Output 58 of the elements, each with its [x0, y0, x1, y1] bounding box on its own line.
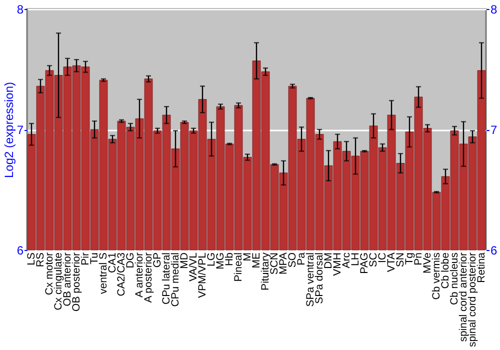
x-tick-label: Cb lobe	[440, 252, 452, 289]
x-tick-label: Pituitary	[260, 252, 272, 290]
x-tick-label: Pir	[80, 252, 92, 266]
x-tick-label: MPA	[278, 252, 290, 274]
x-tick-label: Tu	[88, 252, 100, 264]
x-tick-label: SPa ventral	[304, 252, 316, 307]
x-tick-label: Cx cingulate	[52, 252, 64, 310]
x-tick-label: CPu lateral	[160, 252, 172, 304]
x-tick-label: SN	[394, 252, 406, 268]
y2-tick-label: 7	[490, 123, 498, 137]
x-tick-label: Cb nucleus	[448, 252, 460, 306]
x-tick-label: Pineal	[232, 252, 244, 282]
x-tick-label: LS	[26, 252, 38, 266]
x-tick-label: PAG	[358, 252, 370, 274]
x-tick-label: LG	[206, 252, 218, 267]
y-tick-label: 7	[16, 123, 24, 137]
x-tick-label: Retina	[476, 252, 488, 283]
x-tick-label: Cb vermis	[430, 252, 442, 300]
x-tick-label: VMH	[332, 252, 344, 276]
y-tick-label: 8	[16, 2, 24, 16]
x-tick-label: SC	[368, 252, 380, 268]
x-tick-label: VPM/VPL	[196, 252, 208, 298]
x-tick-label: MG	[214, 252, 226, 270]
x-tick-label: VTA	[386, 252, 398, 272]
x-tick-label: Pa	[296, 252, 308, 266]
x-tick-label: MVe	[422, 252, 434, 274]
x-tick-label: DM	[322, 252, 334, 269]
x-tick-label: CA1	[106, 252, 118, 273]
x-tick-label: SCN	[268, 252, 280, 275]
x-tick-label: A anterior	[134, 252, 146, 298]
y-tick-label: 6	[16, 244, 24, 258]
x-tick-label: Cx motor	[44, 252, 56, 296]
y2-tick-label: 8	[490, 2, 498, 16]
x-tick-label: RS	[34, 252, 46, 268]
x-tick-label: VA/VL	[188, 252, 200, 282]
x-tick-label: A posterior	[142, 252, 154, 303]
x-tick-label: MD	[178, 252, 190, 269]
x-tick-label: LH	[350, 252, 362, 266]
x-tick-label: IC	[376, 252, 388, 263]
x-tick-label: Hb	[224, 252, 236, 266]
x-tick-label: CPu medial	[170, 252, 182, 307]
x-tick-label: OB anterior	[62, 252, 74, 306]
x-tick-label: ventral S	[98, 252, 110, 294]
x-tick-label: SPa dorsal	[314, 252, 326, 304]
x-tick-label: GP	[152, 252, 164, 268]
y2-tick-label: 6	[490, 244, 498, 258]
x-tick-label: ME	[250, 252, 262, 268]
x-tick-label: M	[242, 252, 254, 262]
x-tick-label: Pn	[412, 252, 424, 266]
x-tick-label: DG	[124, 252, 136, 268]
x-tick-label: SO	[286, 252, 298, 268]
x-tick-label: Arc	[340, 252, 352, 268]
x-tick-label: spinal cord posterior	[466, 252, 478, 348]
x-tick-label: CA2/CA3	[116, 252, 128, 296]
y-axis-title: Log2 (expression)	[2, 82, 16, 178]
x-tick-label: Tg	[404, 252, 416, 265]
x-tick-label: spinal cord anterior	[458, 252, 470, 342]
x-tick-label: OB posterior	[70, 252, 82, 312]
